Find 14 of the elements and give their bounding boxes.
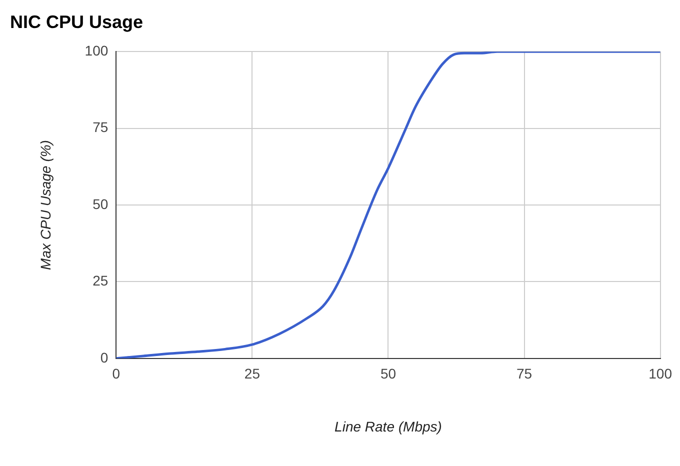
y-tick-label: 75 (92, 119, 108, 136)
x-tick-label: 0 (112, 366, 120, 382)
line-series (116, 52, 660, 358)
x-axis-title: Line Rate (Mbps) (334, 418, 442, 434)
x-tick-label: 50 (380, 366, 396, 382)
y-axis-title: Max CPU Usage (%) (37, 140, 54, 270)
x-tick-label: 100 (648, 366, 672, 382)
y-tick-label: 25 (92, 272, 108, 289)
x-tick-label: 75 (516, 366, 532, 382)
chart-title: NIC CPU Usage (10, 12, 144, 32)
y-tick-label: 100 (84, 42, 108, 58)
y-tick-label: 0 (100, 349, 108, 366)
y-tick-label: 50 (92, 196, 108, 212)
x-tick-label: 25 (244, 366, 260, 382)
